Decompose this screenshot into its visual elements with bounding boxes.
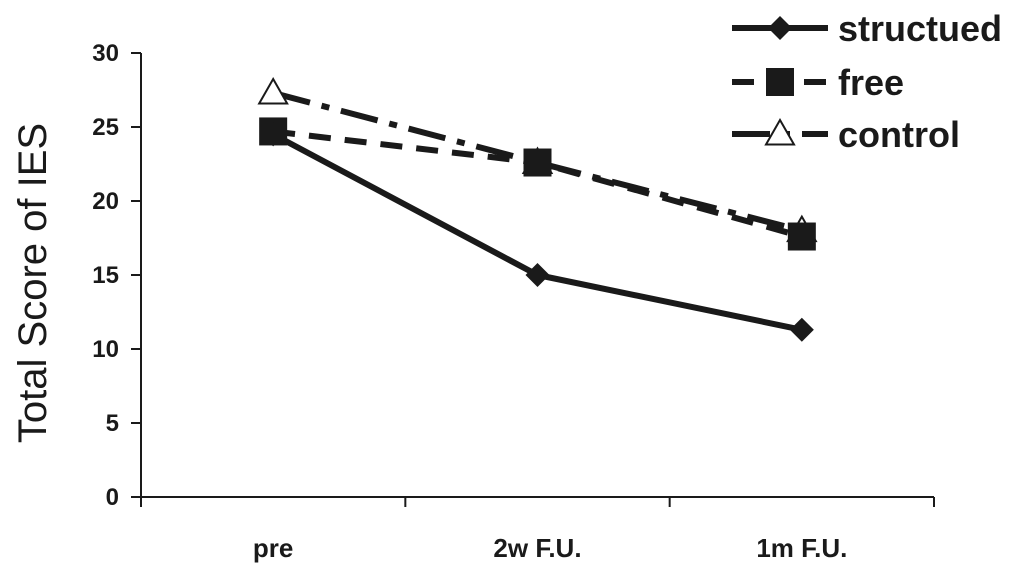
x-tick-label: 2w F.U. — [493, 533, 581, 563]
y-axis-label: Total Score of IES — [11, 123, 55, 443]
data-point-free — [523, 148, 552, 177]
data-point-free — [787, 222, 816, 251]
y-ticks: 0 5 10 15 20 25 30 — [92, 40, 141, 511]
legend-item-structued: structued — [732, 8, 1002, 49]
y-tick-label: 5 — [106, 410, 119, 437]
x-tick-label: 1m F.U. — [756, 533, 847, 563]
series-layer — [257, 76, 818, 342]
y-tick-label: 30 — [92, 40, 119, 67]
data-point-structued — [261, 122, 286, 147]
y-tick-label: 15 — [92, 262, 119, 289]
data-point-structued — [525, 263, 550, 287]
legend-marker — [764, 117, 796, 146]
legend-marker — [768, 16, 792, 40]
series-free — [259, 117, 816, 251]
legend-item-control: control — [732, 114, 960, 155]
legend-item-free: free — [732, 62, 904, 103]
legend: structued free control — [732, 8, 1002, 155]
series-line-control — [272, 90, 803, 234]
legend-label: control — [838, 114, 960, 155]
data-point-control — [257, 76, 289, 105]
y-tick-label: 0 — [106, 484, 119, 511]
data-point-structued — [789, 317, 814, 342]
y-tick-label: 10 — [92, 336, 119, 363]
legend-label: free — [838, 62, 904, 103]
y-tick-label: 20 — [92, 188, 119, 215]
x-tick-label: pre — [253, 533, 293, 563]
legend-label: structued — [838, 8, 1002, 49]
legend-marker — [766, 68, 794, 96]
series-structued — [261, 122, 814, 342]
y-tick-label: 25 — [92, 114, 119, 141]
x-ticks: pre 2w F.U. 1m F.U. — [140, 497, 935, 563]
